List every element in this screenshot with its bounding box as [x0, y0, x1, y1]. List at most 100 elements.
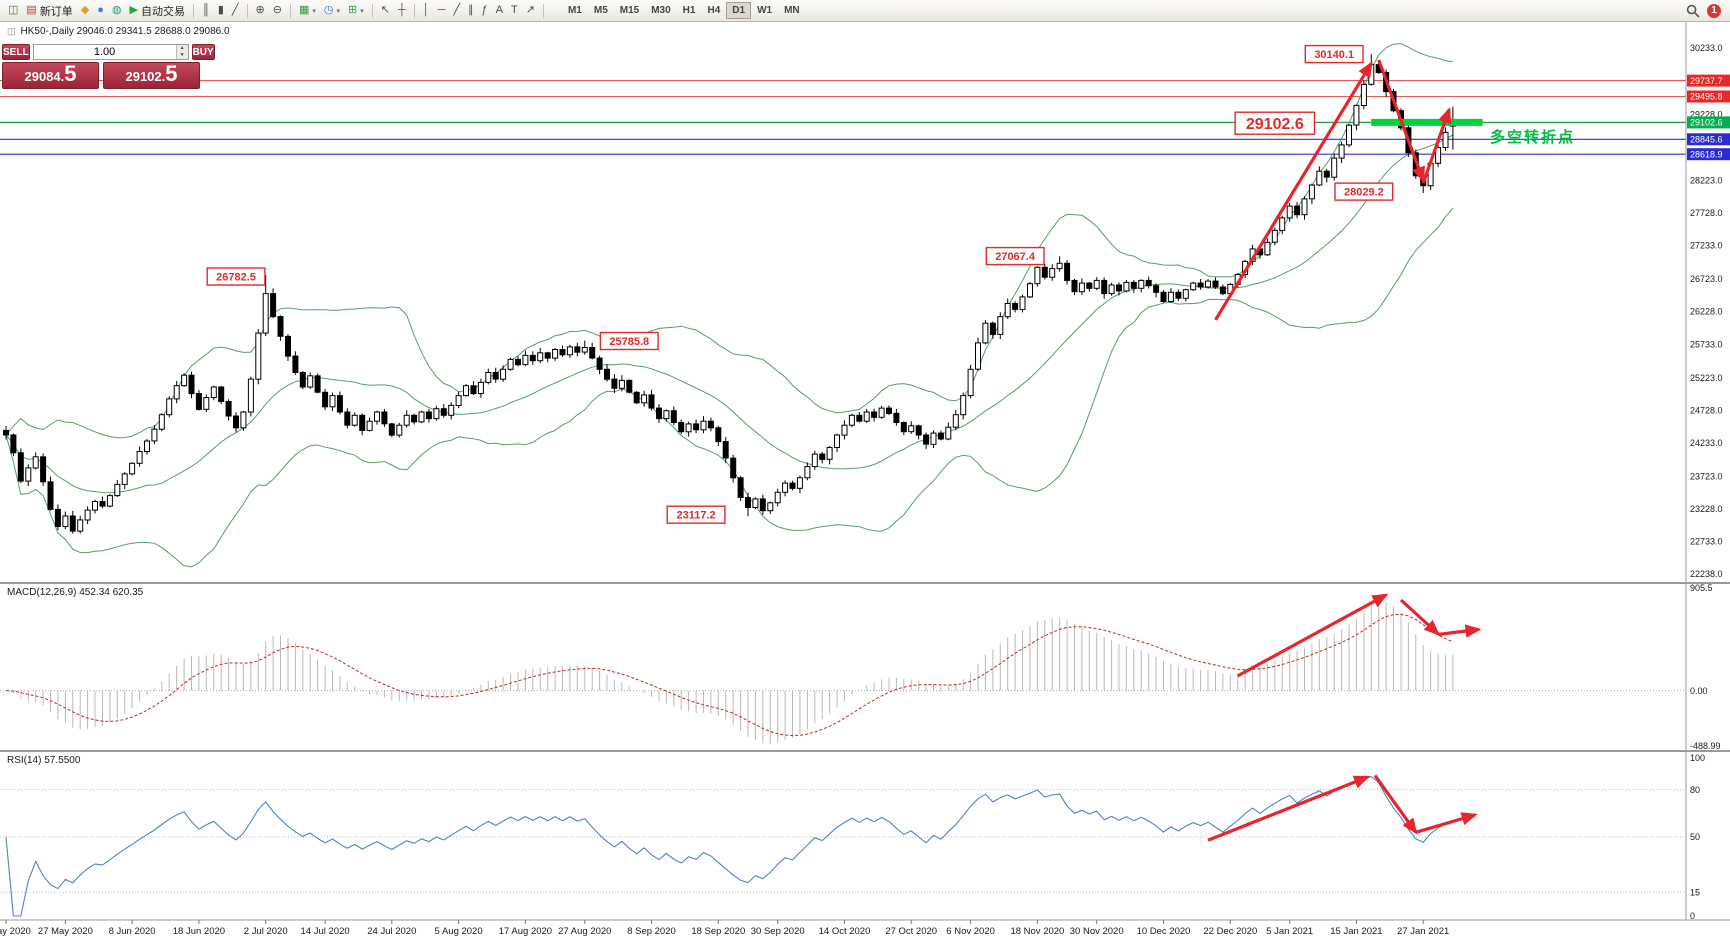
- svg-text:18 Sep 2020: 18 Sep 2020: [691, 926, 745, 937]
- sell-button[interactable]: SELL: [2, 44, 30, 60]
- search-icon[interactable]: [1686, 4, 1700, 18]
- metaeditor-icon[interactable]: ◆: [77, 2, 93, 20]
- volume-decrease-button[interactable]: ▼: [176, 52, 188, 59]
- svg-text:50: 50: [1690, 832, 1700, 842]
- toolbar-separator: [289, 3, 291, 18]
- price-callout-27067.4[interactable]: 27067.4: [985, 246, 1045, 266]
- chart-ohlc-readout: HK50-,Daily 29046.0 29341.5 28688.0 2908…: [20, 26, 230, 37]
- svg-text:17 Aug 2020: 17 Aug 2020: [499, 926, 552, 937]
- rsi-arrow-2: [1415, 812, 1478, 834]
- bar-chart-mode-icon[interactable]: ║: [198, 2, 214, 20]
- bollinger-middle-band: [5, 134, 1454, 494]
- fibonacci-icon[interactable]: ƒ: [478, 2, 492, 20]
- sell-price-pips: 5: [64, 61, 77, 86]
- macd-histogram: [12, 601, 1454, 745]
- zoom-in-icon-glyph: ⊕: [255, 4, 265, 16]
- notification-badge[interactable]: 1: [1707, 3, 1721, 18]
- timeframe-h4-button[interactable]: H4: [701, 2, 726, 19]
- macd-arrows[interactable]: [1236, 593, 1482, 678]
- price-callout-30140.1[interactable]: 30140.1: [1304, 44, 1364, 64]
- tile-windows-icon[interactable]: ▦ ▾: [295, 2, 320, 20]
- svg-text:26723.0: 26723.0: [1690, 274, 1723, 284]
- dropdown-arrow-icon[interactable]: ▾: [360, 7, 364, 15]
- horizontal-line-icon[interactable]: ─: [434, 2, 450, 20]
- timeframe-w1-button[interactable]: W1: [751, 2, 778, 19]
- candlestick-mode-icon[interactable]: ▮: [214, 2, 228, 20]
- new-order-button[interactable]: ▤ 新订单: [22, 2, 76, 20]
- svg-text:28845.6: 28845.6: [1690, 135, 1723, 145]
- price-callout-23117.2[interactable]: 23117.2: [666, 505, 726, 524]
- line-chart-mode-icon-glyph: ╱: [231, 4, 239, 16]
- autotrading-button-label: 自动交易: [141, 5, 186, 18]
- buy-price-button[interactable]: 29102. 5: [103, 62, 200, 89]
- cursor-icon[interactable]: ↖: [377, 2, 394, 20]
- label-tool-icon[interactable]: T: [507, 2, 522, 20]
- svg-text:14 Jul 2020: 14 Jul 2020: [301, 926, 350, 937]
- svg-text:23723.0: 23723.0: [1690, 472, 1723, 482]
- vertical-line-icon[interactable]: │: [419, 2, 434, 20]
- chart-window-icon[interactable]: ◫: [4, 2, 22, 20]
- buy-button[interactable]: BUY: [191, 44, 215, 60]
- zoom-in-icon[interactable]: ⊕: [252, 2, 269, 20]
- timeframe-h1-button[interactable]: H1: [677, 2, 702, 19]
- timeframe-m15-button[interactable]: M15: [614, 2, 645, 19]
- rsi-panel[interactable]: [0, 774, 1686, 917]
- period-icon-glyph: ◷: [323, 4, 334, 16]
- main-price-panel[interactable]: 26782.5 25785.8 23117.2 27067.4 30140.1 28029…: [0, 43, 1686, 568]
- svg-text:14 Oct 2020: 14 Oct 2020: [819, 926, 871, 937]
- cursor-icon-glyph: ↖: [380, 4, 390, 16]
- svg-text:905.5: 905.5: [1690, 583, 1713, 593]
- text-tool-icon-glyph: A: [495, 4, 503, 16]
- text-tool-icon[interactable]: A: [492, 2, 507, 20]
- price-callout-25785.8[interactable]: 25785.8: [599, 331, 659, 351]
- price-callout-29102.6[interactable]: 29102.6: [1234, 111, 1316, 135]
- period-icon[interactable]: ◷ ▾: [320, 2, 344, 20]
- trendline-icon[interactable]: ╱: [449, 2, 464, 20]
- price-trend-arrows[interactable]: [1214, 59, 1452, 321]
- timeframe-m30-button[interactable]: M30: [645, 2, 676, 19]
- market-icon[interactable]: ◍: [108, 2, 126, 20]
- svg-text:29495.8: 29495.8: [1690, 92, 1723, 102]
- price-callout-28029.2[interactable]: 28029.2: [1334, 182, 1394, 201]
- dropdown-arrow-icon[interactable]: ▾: [312, 7, 316, 15]
- time-axis[interactable]: 6 May 2020 27 May 2020 8 Jun 2020 18 Jun 20…: [0, 920, 1449, 937]
- svg-text:30233.0: 30233.0: [1690, 43, 1723, 53]
- main-toolbar: ◫ ▤ 新订单 ◆ ● ◍ ▶ 自动交易 ║ ▮ ╱ ⊕ ⊖ ▦ ▾ ◷ ▾ ⊞ ▾ ↖ ┼ │ ─ ╱ ∥ ƒ A T ↗ M1 M5 M…: [0, 0, 1730, 22]
- horizontal-level-lines[interactable]: [0, 80, 1686, 155]
- arrows-tool-icon[interactable]: ↗: [522, 2, 539, 20]
- arrows-tool-icon-glyph: ↗: [525, 4, 535, 16]
- macd-panel[interactable]: [0, 593, 1686, 745]
- svg-text:2 Jul 2020: 2 Jul 2020: [244, 926, 288, 937]
- rsi-arrows[interactable]: [1207, 774, 1478, 842]
- bull-bear-turning-point-note[interactable]: 多空转折点: [1490, 128, 1576, 146]
- crosshair-icon[interactable]: ┼: [394, 2, 410, 20]
- zoom-out-icon[interactable]: ⊖: [269, 2, 286, 20]
- channel-icon[interactable]: ∥: [464, 2, 478, 20]
- panel-separator[interactable]: [0, 750, 1730, 752]
- community-icon[interactable]: ●: [93, 2, 108, 20]
- candlestick-mode-icon-glyph: ▮: [217, 4, 224, 16]
- timeframe-mn-button[interactable]: MN: [778, 2, 806, 19]
- timeframe-d1-button[interactable]: D1: [726, 2, 752, 19]
- timeframe-m5-button[interactable]: M5: [588, 2, 614, 19]
- rsi-line: [5, 775, 1454, 917]
- sell-price-button[interactable]: 29084. 5: [2, 62, 99, 89]
- volume-input[interactable]: [33, 45, 176, 59]
- timeframe-m1-button[interactable]: M1: [562, 2, 588, 19]
- volume-increase-button[interactable]: ▲: [176, 45, 188, 52]
- line-chart-mode-icon[interactable]: ╱: [228, 2, 243, 20]
- dropdown-arrow-icon[interactable]: ▾: [336, 7, 340, 15]
- svg-text:24233.0: 24233.0: [1690, 438, 1723, 448]
- price-callout-26782.5[interactable]: 26782.5: [206, 267, 266, 286]
- svg-text:27 Oct 2020: 27 Oct 2020: [885, 926, 937, 937]
- toolbar-separator: [246, 3, 248, 18]
- svg-text:6 Nov 2020: 6 Nov 2020: [946, 926, 995, 937]
- timeframe-toolbar: M1 M5 M15 M30 H1 H4 D1 W1 MN: [562, 2, 806, 19]
- indicators-icon[interactable]: ⊞ ▾: [344, 2, 368, 20]
- autotrading-button[interactable]: ▶ 自动交易: [126, 2, 189, 20]
- panel-separator[interactable]: [0, 582, 1730, 584]
- svg-text:5 Jan 2021: 5 Jan 2021: [1266, 926, 1313, 937]
